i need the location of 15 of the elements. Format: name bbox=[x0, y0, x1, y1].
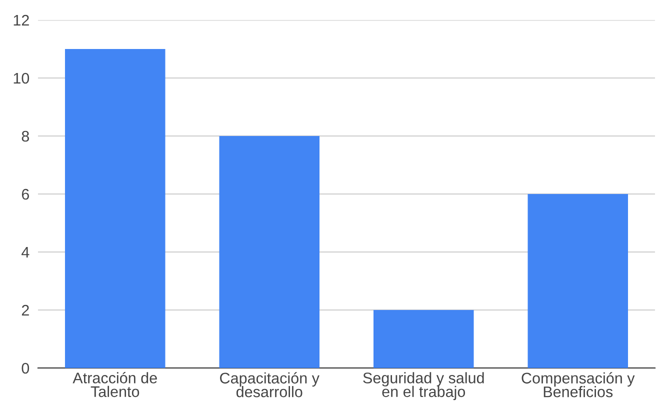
bar bbox=[373, 310, 474, 368]
y-tick-label: 4 bbox=[22, 247, 30, 258]
y-tick-label: 2 bbox=[22, 304, 29, 316]
x-tick-label: Atracción de Talento bbox=[72, 372, 157, 398]
y-tick-label: 12 bbox=[14, 14, 29, 26]
y-tick-label: 8 bbox=[22, 130, 30, 142]
bar bbox=[528, 194, 628, 368]
y-tick-label: 10 bbox=[14, 72, 30, 84]
y-tick-label: 0 bbox=[22, 362, 30, 374]
bar bbox=[219, 136, 320, 368]
x-tick-label: Capacitación y desarrollo bbox=[220, 372, 320, 398]
x-tick-label: Compensación y Beneficios bbox=[522, 372, 635, 398]
bar bbox=[64, 49, 166, 368]
y-tick-label: 6 bbox=[22, 188, 29, 200]
x-tick-label: Seguridad y salud en el trabajo bbox=[363, 372, 484, 400]
